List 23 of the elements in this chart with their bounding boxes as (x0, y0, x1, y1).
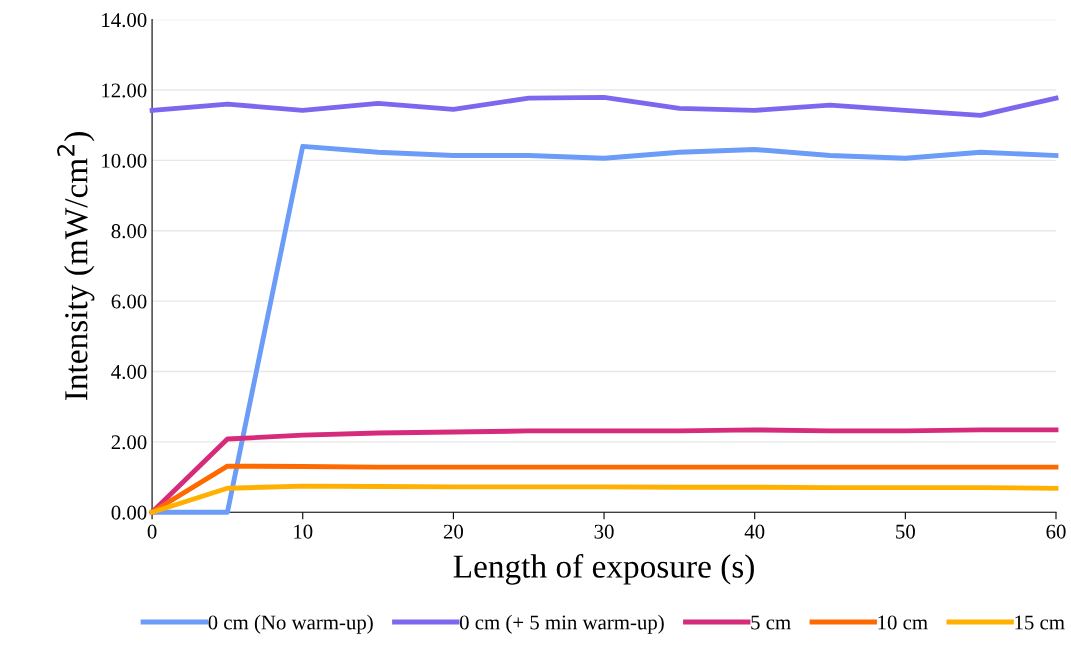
y-tick-label: 0.00 (111, 505, 147, 520)
line-series (149, 94, 1059, 118)
legend-label: 5 cm (751, 615, 791, 630)
x-tick-label: 50 (896, 524, 915, 539)
y-tick-label: 10.00 (102, 153, 147, 168)
y-tick-label: 4.00 (111, 364, 147, 379)
x-tick-label: 10 (294, 524, 313, 539)
x-tick-label: 20 (443, 524, 464, 539)
legend-label: 10 cm (878, 615, 928, 630)
y-tick-label: 8.00 (111, 224, 147, 239)
x-tick-label: 30 (594, 524, 614, 539)
y-tick-label: 6.00 (111, 294, 147, 309)
x-tick-label: 40 (744, 524, 765, 539)
y-tick-label: 14.00 (102, 13, 147, 28)
x-axis-title: Length of exposure (s) (453, 554, 754, 585)
y-axis-title: Intensity (mW/cm$^{2}$) (57, 132, 95, 401)
x-tick-label: 60 (1046, 524, 1066, 539)
legend-label: 15 cm (1015, 615, 1065, 630)
x-tick-label: 0 (147, 524, 157, 539)
y-tick-label: 12.00 (102, 83, 147, 98)
y-tick-label: 2.00 (111, 435, 147, 450)
legend-label: 0 cm (+ 5 min warm-up) (459, 614, 664, 634)
legend-label: 0 cm (No warm-up) (208, 614, 373, 634)
